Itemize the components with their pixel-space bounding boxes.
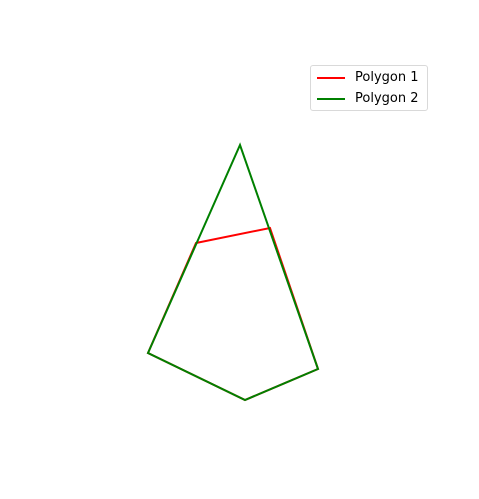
legend: Polygon 1 Polygon 2 — [310, 65, 428, 111]
polygon-2-outline — [146, 142, 320, 402]
legend-item-polygon-2: Polygon 2 — [317, 89, 418, 109]
series-layer — [146, 142, 320, 402]
legend-swatch-polygon-1 — [317, 77, 345, 79]
legend-item-polygon-1: Polygon 1 — [317, 68, 418, 88]
polygon-1-outline — [146, 226, 320, 402]
legend-swatch-polygon-2 — [317, 98, 345, 100]
legend-label-polygon-1: Polygon 1 — [355, 70, 419, 85]
legend-label-polygon-2: Polygon 2 — [355, 91, 419, 106]
